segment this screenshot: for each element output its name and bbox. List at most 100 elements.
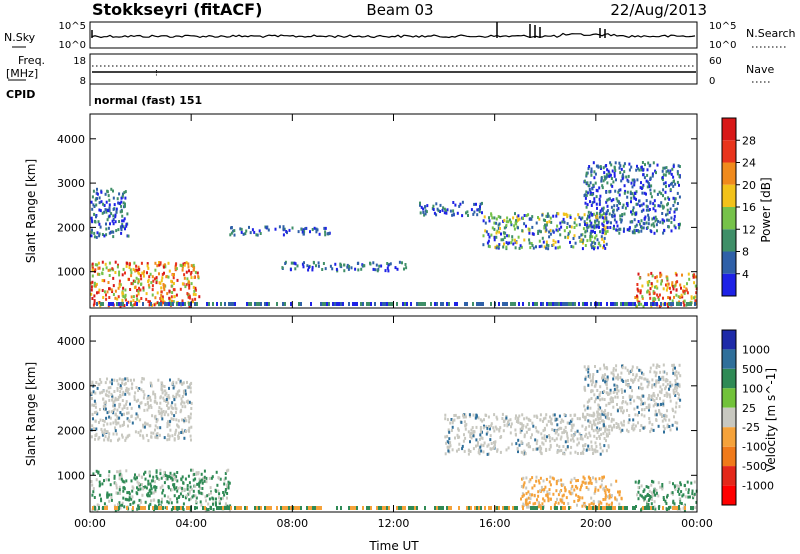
heatmap-cell [182, 502, 185, 506]
heatmap-cell [602, 166, 605, 170]
heatmap-cell [620, 409, 623, 413]
heatmap-cell [188, 281, 191, 285]
heatmap-cell [158, 503, 160, 507]
heatmap-cell [609, 391, 612, 395]
heatmap-cell [154, 393, 157, 397]
heatmap-cell [669, 290, 672, 294]
heatmap-cell [103, 419, 106, 423]
heatmap-cell [618, 161, 621, 165]
heatmap-cell [548, 447, 551, 451]
heatmap-cell [584, 377, 587, 381]
heatmap-cell [600, 177, 603, 181]
heatmap-cell [109, 268, 112, 272]
heatmap-cell [601, 213, 604, 217]
heatmap-cell [472, 434, 475, 438]
heatmap-cell [663, 166, 666, 170]
heatmap-cell [644, 302, 646, 306]
heatmap-cell [396, 302, 398, 306]
heatmap-cell [672, 388, 675, 392]
heatmap-cell [107, 386, 110, 390]
heatmap-cell [654, 493, 657, 497]
heatmap-cell [155, 279, 158, 283]
heatmap-cell [641, 161, 644, 164]
heatmap-cell [605, 403, 608, 407]
heatmap-cell [507, 242, 509, 246]
heatmap-cell [538, 481, 541, 485]
heatmap-cell [130, 497, 133, 501]
heatmap-cell [192, 285, 195, 289]
heatmap-cell [626, 408, 628, 412]
heatmap-cell [517, 214, 520, 218]
heatmap-cell [559, 221, 562, 225]
heatmap-cell [616, 199, 619, 203]
heatmap-cell [608, 503, 611, 507]
heatmap-cell [668, 387, 670, 391]
heatmap-cell [588, 506, 590, 510]
heatmap-cell [598, 200, 601, 203]
heatmap-cell [648, 489, 651, 493]
heatmap-cell [474, 416, 477, 420]
heatmap-cell [98, 301, 101, 304]
heatmap-cell [158, 478, 161, 481]
heatmap-cell [195, 499, 197, 503]
heatmap-cell [461, 444, 464, 448]
heatmap-cell [219, 477, 222, 481]
heatmap-cell [618, 188, 621, 192]
heatmap-cell [97, 382, 100, 386]
heatmap-cell [605, 212, 608, 216]
heatmap-cell [549, 419, 552, 423]
heatmap-cell [584, 481, 587, 485]
heatmap-cell [628, 162, 631, 166]
heatmap-cell [642, 168, 645, 172]
heatmap-cell [442, 206, 445, 210]
heatmap-cell [190, 282, 193, 286]
heatmap-cell [616, 403, 618, 406]
heatmap-cell [154, 506, 156, 510]
heatmap-cell [655, 418, 658, 422]
heatmap-cell [156, 401, 158, 405]
heatmap-cell [650, 184, 653, 188]
heatmap-cell [109, 222, 111, 226]
heatmap-cell [510, 302, 512, 306]
heatmap-cell [170, 488, 173, 492]
heatmap-cell [222, 506, 224, 510]
heatmap-cell [637, 289, 640, 293]
heatmap-cell [526, 497, 528, 501]
heatmap-cell [171, 401, 174, 405]
heatmap-cell [621, 401, 624, 405]
heatmap-cell [537, 229, 540, 233]
heatmap-cell [578, 498, 581, 502]
heatmap-cell [620, 371, 623, 375]
heatmap-cell [628, 395, 631, 399]
power-colorbar-swatch [722, 184, 736, 208]
heatmap-cell [149, 300, 151, 304]
heatmap-cell [556, 497, 558, 501]
heatmap-cell [636, 298, 639, 302]
heatmap-cell [507, 419, 510, 423]
heatmap-cell [173, 487, 176, 491]
heatmap-cell [216, 506, 218, 510]
heatmap-cell [164, 302, 166, 306]
heatmap-cell [651, 479, 653, 483]
heatmap-cell [635, 168, 638, 172]
heatmap-cell [588, 503, 591, 507]
heatmap-cell [210, 491, 212, 495]
heatmap-cell [694, 284, 697, 288]
heatmap-cell [141, 377, 144, 380]
heatmap-cell [424, 302, 426, 306]
heatmap-cell [517, 438, 520, 442]
heatmap-cell [591, 389, 594, 393]
heatmap-cell [590, 191, 592, 195]
freq-right-tick-top: 60 [709, 56, 722, 67]
heatmap-cell [588, 413, 591, 417]
heatmap-cell [196, 482, 199, 486]
heatmap-cell [112, 276, 115, 280]
heatmap-cell [593, 384, 596, 388]
heatmap-cell [609, 226, 612, 229]
heatmap-cell [503, 423, 506, 427]
heatmap-cell [510, 241, 513, 245]
heatmap-cell [566, 445, 569, 449]
heatmap-cell [556, 224, 559, 228]
heatmap-cell [167, 261, 170, 265]
heatmap-cell [571, 491, 574, 495]
